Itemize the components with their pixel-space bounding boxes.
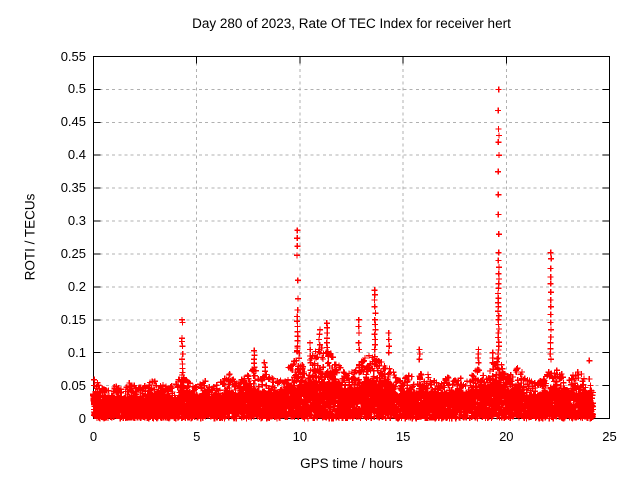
y-tick-label: 0.5 bbox=[67, 81, 86, 97]
y-tick-label: 0.1 bbox=[67, 344, 86, 360]
plot-border bbox=[93, 56, 610, 419]
y-tick-label: 0.45 bbox=[60, 114, 86, 130]
y-tick-label: 0.2 bbox=[67, 278, 86, 294]
y-tick-label: 0.05 bbox=[60, 377, 86, 393]
axis-ticks bbox=[93, 56, 610, 419]
y-tick-label: 0.35 bbox=[60, 180, 86, 196]
y-tick-label: 0.15 bbox=[60, 311, 86, 327]
chart-title: Day 280 of 2023, Rate Of TEC Index for r… bbox=[192, 16, 511, 31]
x-tick-label: 0 bbox=[89, 429, 98, 444]
x-tick-label: 15 bbox=[395, 429, 411, 444]
x-tick-label: 20 bbox=[499, 429, 514, 444]
x-tick-label: 5 bbox=[193, 429, 201, 444]
x-tick-label: 10 bbox=[292, 429, 308, 444]
gridlines bbox=[93, 56, 610, 419]
y-tick-label: 0 bbox=[78, 410, 86, 426]
y-tick-label: 0.4 bbox=[67, 147, 86, 163]
roti-data-points bbox=[90, 86, 597, 422]
x-tick-label: 25 bbox=[602, 429, 617, 444]
y-tick-label: 0.3 bbox=[67, 213, 86, 229]
y-tick-label: 0.55 bbox=[60, 48, 86, 64]
x-axis-label: GPS time / hours bbox=[300, 456, 403, 471]
y-tick-label: 0.25 bbox=[60, 245, 86, 261]
